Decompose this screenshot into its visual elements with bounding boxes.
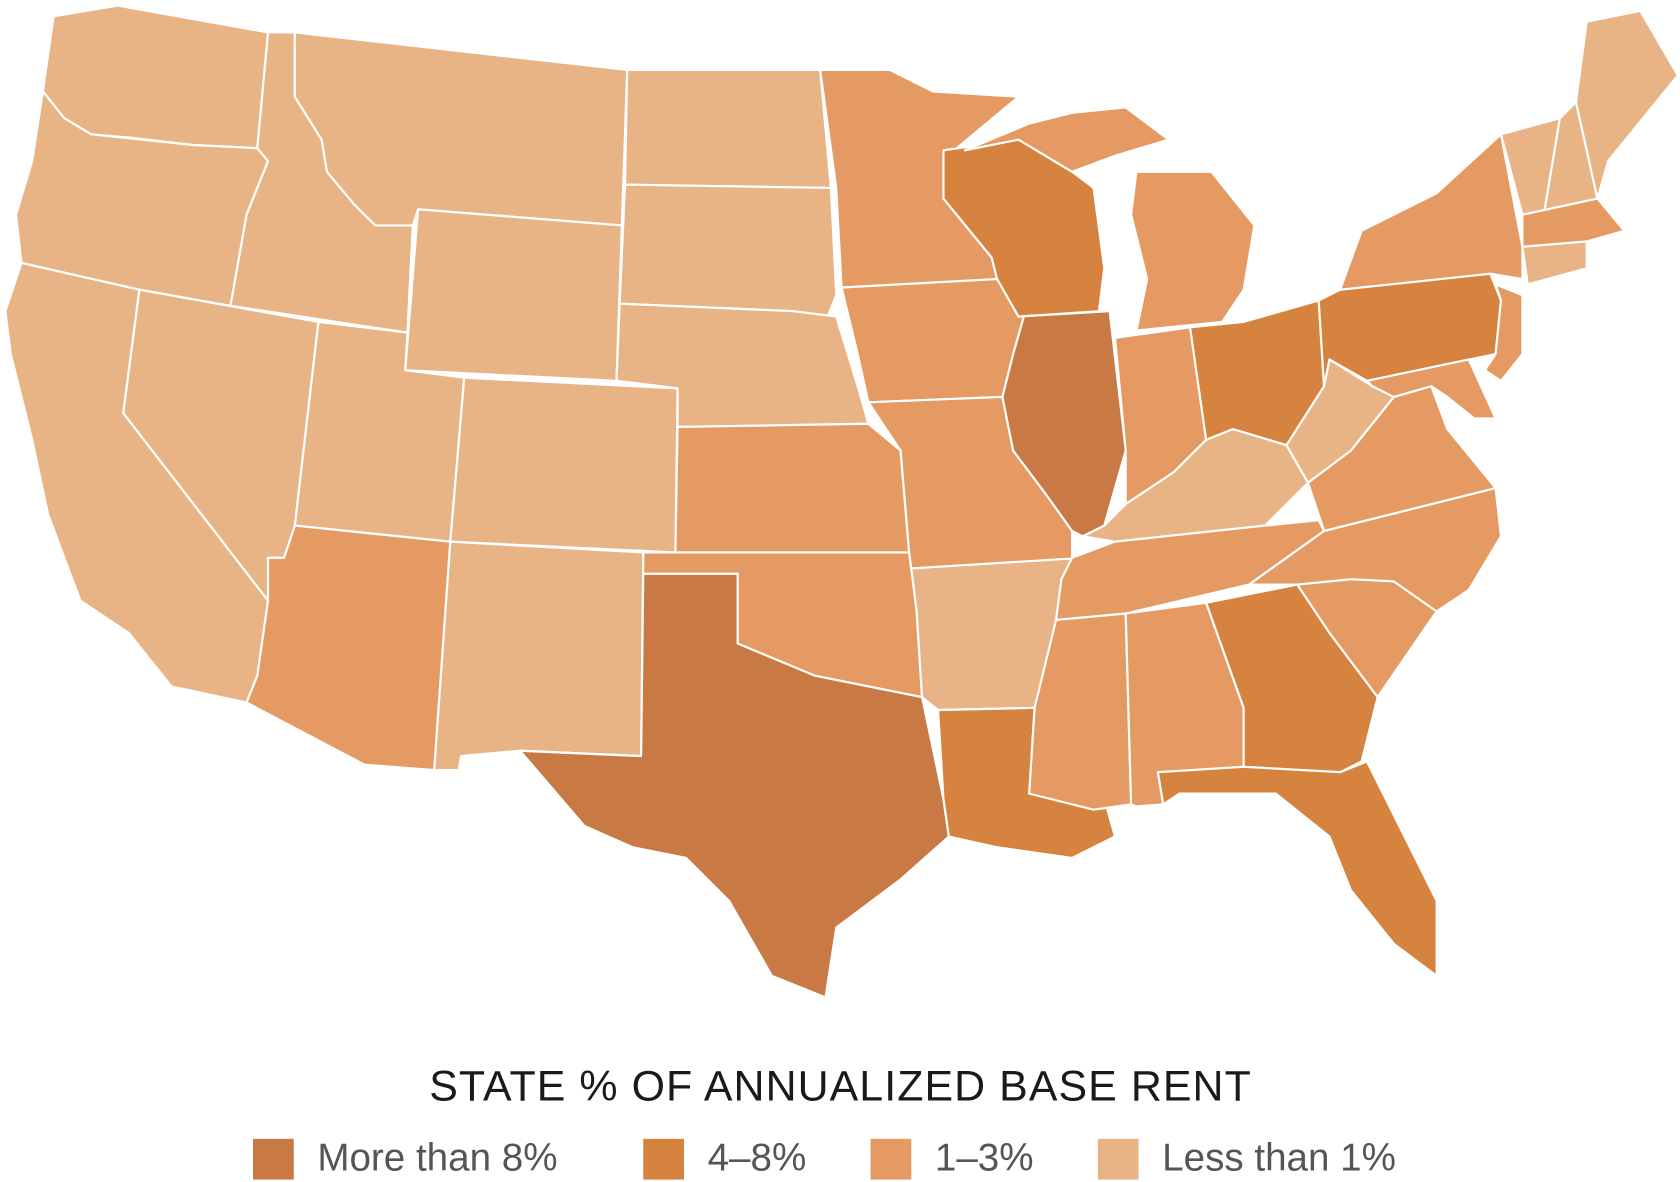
legend-swatch [1097, 1138, 1139, 1180]
state [674, 422, 911, 554]
legend-label: Less than 1% [1162, 1136, 1396, 1179]
state [293, 31, 629, 227]
legend-label: More than 8% [317, 1136, 557, 1179]
state [1365, 358, 1497, 420]
legend-label: 1–3% [935, 1136, 1034, 1179]
state [1483, 283, 1524, 382]
state [1156, 760, 1438, 977]
state [518, 572, 950, 999]
state [1521, 240, 1588, 286]
legend-label: 4–8% [708, 1136, 807, 1179]
state [623, 68, 832, 189]
state [840, 277, 1025, 404]
legend-swatch [870, 1138, 912, 1180]
state [963, 106, 1170, 173]
legend-title: STATE % OF ANNUALIZED BASE RENT [429, 1062, 1252, 1110]
state [1339, 133, 1524, 291]
state [1130, 170, 1256, 332]
state [1521, 197, 1626, 248]
state [433, 540, 645, 772]
state [1574, 9, 1679, 200]
state [404, 208, 623, 382]
states [4, 4, 1679, 999]
legend-swatch [643, 1138, 685, 1180]
state [449, 376, 679, 554]
state [618, 183, 838, 323]
legend-swatch [253, 1138, 294, 1180]
legend: More than 8% 4–8% 1–3% Less than 1% [253, 1136, 1396, 1180]
state [245, 524, 452, 772]
